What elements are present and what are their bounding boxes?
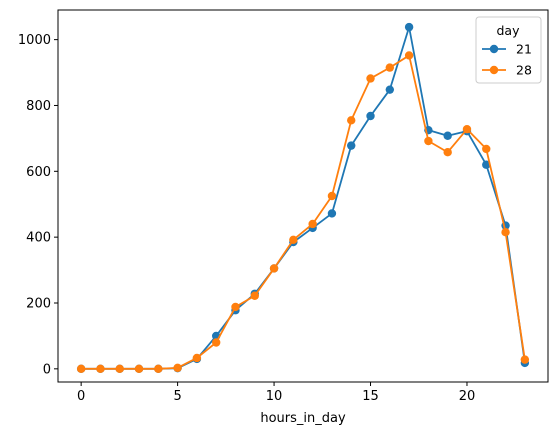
- data-point: [501, 228, 510, 237]
- data-point: [76, 364, 86, 374]
- x-tick-label: 10: [266, 389, 283, 404]
- legend-entry-28: 28: [482, 63, 532, 78]
- legend-title: day: [497, 23, 521, 38]
- data-point: [269, 264, 279, 273]
- legend-marker: [489, 44, 499, 54]
- data-point: [250, 291, 259, 300]
- x-tick-label: 0: [77, 389, 85, 404]
- series-21: [76, 22, 530, 374]
- data-point: [134, 364, 144, 374]
- data-point: [211, 338, 221, 347]
- y-tick-label: 600: [26, 165, 51, 180]
- plot-frame: [57, 9, 549, 383]
- y-tick-label: 400: [26, 231, 51, 246]
- series-layer: [76, 22, 530, 374]
- legend-label: 21: [516, 42, 532, 57]
- data-point: [385, 85, 395, 94]
- data-point: [482, 160, 491, 169]
- data-point: [327, 209, 337, 218]
- data-point: [404, 22, 414, 32]
- data-point: [96, 364, 105, 374]
- data-point: [231, 302, 240, 312]
- data-point: [424, 136, 433, 146]
- data-point: [443, 148, 452, 157]
- data-point: [385, 63, 395, 72]
- x-tick-label: 15: [362, 389, 379, 404]
- x-tick-label: 20: [459, 389, 476, 404]
- data-point: [327, 191, 337, 201]
- legend: day 21 28: [475, 16, 542, 84]
- data-point: [366, 74, 375, 83]
- y-tick-label: 200: [26, 296, 51, 311]
- data-point: [462, 124, 472, 134]
- data-point: [192, 353, 202, 363]
- data-point: [115, 364, 124, 374]
- data-point: [173, 363, 182, 373]
- data-point: [366, 111, 375, 121]
- data-point: [308, 219, 317, 229]
- data-point: [347, 141, 356, 150]
- y-tick-label: 1000: [18, 33, 51, 48]
- series-line-28: [81, 54, 526, 370]
- series-28: [76, 51, 530, 374]
- x-tick-label: 5: [173, 389, 181, 404]
- legend-marker: [489, 65, 499, 75]
- y-tick-label: 0: [43, 362, 51, 377]
- series-line-21: [81, 26, 526, 370]
- legend-label: 28: [516, 63, 532, 78]
- y-tick-label: 800: [26, 99, 51, 114]
- data-point: [482, 144, 491, 154]
- data-point: [404, 51, 414, 60]
- data-point: [347, 116, 356, 125]
- legend-entry-21: 21: [482, 42, 532, 57]
- data-point: [443, 131, 452, 140]
- data-point: [289, 235, 298, 244]
- x-axis-label: hours_in_day: [260, 411, 346, 426]
- data-point: [520, 355, 530, 364]
- data-point: [154, 364, 163, 374]
